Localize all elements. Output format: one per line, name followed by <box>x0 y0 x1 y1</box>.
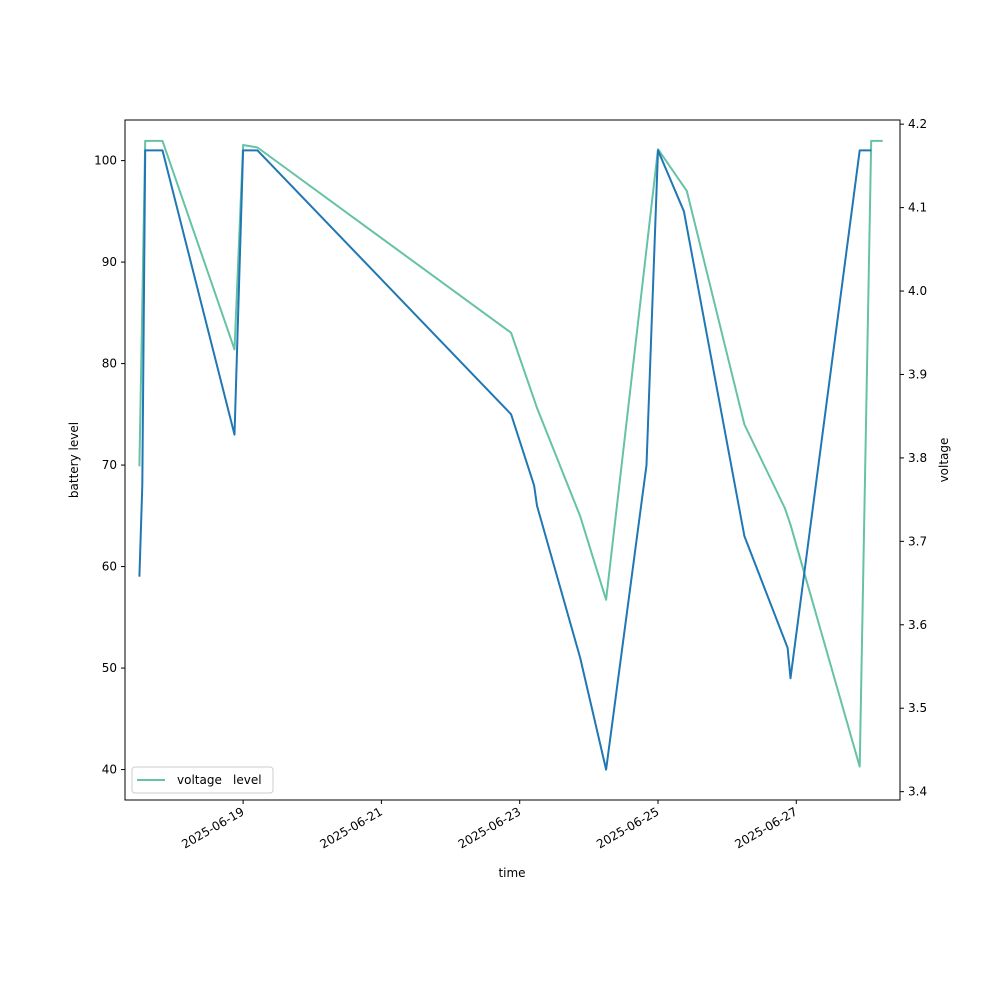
right-y-tick-label: 4.0 <box>908 284 927 298</box>
plot-frame <box>124 119 901 801</box>
right-y-tick-label: 4.2 <box>908 117 927 131</box>
left-y-axis-label: battery level <box>67 422 81 498</box>
left-y-tick-label: 60 <box>102 560 117 574</box>
right-y-axis-label: voltage <box>937 438 951 483</box>
right-y-tick-label: 3.4 <box>908 785 927 799</box>
series-line-level <box>138 149 872 771</box>
left-y-tick-label: 70 <box>102 458 117 472</box>
legend-label-level: level <box>233 773 262 787</box>
right-y-tick-label: 3.7 <box>908 534 927 548</box>
series-line-voltage <box>138 139 883 768</box>
left-y-axis-ticks: 40 50 60 70 80 90 100 <box>94 154 125 777</box>
right-y-tick-label: 3.8 <box>908 451 927 465</box>
right-y-tick-label: 4.1 <box>908 201 927 215</box>
left-y-tick-label: 80 <box>102 357 117 371</box>
right-y-tick-label: 3.9 <box>908 367 927 381</box>
left-y-tick-label: 50 <box>102 661 117 675</box>
right-y-tick-label: 3.5 <box>908 701 927 715</box>
left-y-tick-label: 40 <box>102 763 117 777</box>
legend-box <box>131 766 274 794</box>
x-axis-label: time <box>498 866 525 880</box>
legend: voltage level <box>131 766 274 794</box>
left-y-tick-label: 100 <box>94 154 117 168</box>
legend-label-voltage: voltage <box>177 773 222 787</box>
left-y-tick-label: 90 <box>102 255 117 269</box>
right-y-tick-label: 3.6 <box>908 618 927 632</box>
right-y-axis-ticks: 3.4 3.5 3.6 3.7 3.8 3.9 4.0 4.1 4.2 <box>900 117 927 799</box>
series-layer <box>138 139 883 771</box>
